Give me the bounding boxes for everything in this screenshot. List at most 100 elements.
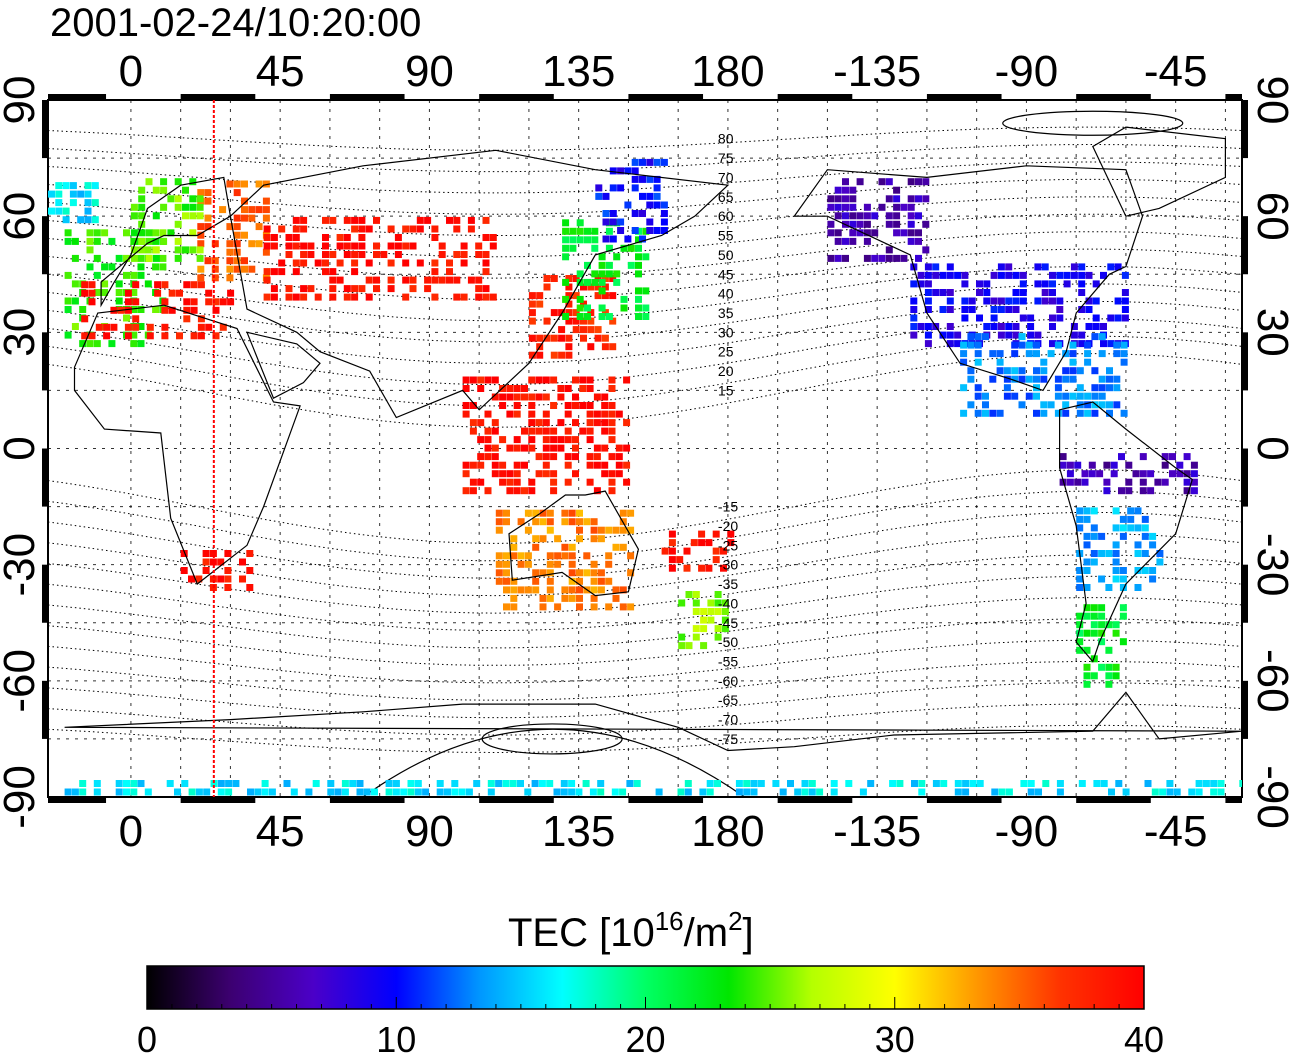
- tec-cell: [1156, 550, 1164, 557]
- left-lat-tick-label: 0: [0, 436, 44, 460]
- tec-cell: [373, 242, 380, 250]
- tec-cell: [946, 263, 954, 271]
- tec-cell: [144, 788, 152, 796]
- tec-cell: [409, 285, 417, 293]
- tec-cell: [241, 206, 248, 214]
- tec-cell: [542, 410, 550, 418]
- contour-label: -65: [718, 692, 738, 708]
- tec-cell: [1147, 470, 1155, 478]
- tec-cell: [586, 427, 594, 435]
- tec-cell: [84, 182, 92, 190]
- left-lat-tick-label: 60: [0, 192, 44, 241]
- tec-cell: [469, 478, 477, 486]
- tec-cell: [1041, 297, 1049, 305]
- tec-cell: [646, 227, 654, 234]
- tec-cell: [561, 552, 569, 560]
- tec-cell: [197, 189, 205, 197]
- tec-cell: [579, 402, 587, 409]
- tec-cell: [924, 306, 932, 313]
- tec-cell: [197, 223, 205, 231]
- bottom-lon-tick-label: -45: [1144, 807, 1208, 856]
- tec-cell: [827, 203, 835, 211]
- tec-cell: [576, 509, 583, 517]
- tec-cell: [197, 240, 205, 248]
- tec-cell: [863, 229, 871, 237]
- tec-cell: [1105, 621, 1113, 629]
- tec-cell: [1127, 515, 1135, 523]
- tec-cell: [924, 289, 932, 296]
- tec-cell: [609, 167, 617, 175]
- tec-cell: [196, 254, 204, 262]
- tec-cell: [593, 487, 601, 495]
- tec-cell: [1134, 550, 1142, 557]
- tec-cell: [568, 586, 576, 594]
- tec-cell: [990, 297, 998, 305]
- tec-cell: [627, 509, 635, 517]
- tec-cell: [1098, 401, 1106, 409]
- tec-cell: [539, 569, 547, 577]
- tec-cell: [487, 788, 495, 796]
- tec-cell: [615, 461, 623, 469]
- tec-cell: [1025, 392, 1033, 400]
- tec-cell: [631, 158, 639, 166]
- tec-cell: [623, 376, 631, 384]
- tec-cell: [528, 487, 536, 495]
- tec-cell: [255, 206, 263, 214]
- tec-cell: [205, 323, 213, 331]
- tec-cell: [601, 343, 609, 351]
- tec-cell: [329, 268, 337, 276]
- tec-cell: [627, 603, 635, 611]
- tec-cell: [351, 216, 359, 224]
- tec-cell: [351, 259, 359, 267]
- tec-cell: [705, 539, 713, 547]
- tec-cell: [351, 293, 359, 301]
- tec-cell: [1027, 314, 1035, 322]
- tec-cell: [241, 197, 248, 205]
- tec-cell: [189, 246, 197, 254]
- tec-cell: [572, 402, 579, 409]
- tec-cell: [983, 297, 991, 305]
- tec-cell: [227, 289, 235, 297]
- tec-cell: [462, 385, 470, 392]
- tec-cell: [343, 285, 351, 293]
- tec-cell: [1156, 558, 1164, 566]
- tec-cell: [248, 265, 256, 273]
- tec-cell: [568, 560, 576, 568]
- tec-cell: [462, 402, 470, 409]
- tec-cell: [568, 780, 576, 787]
- tec-cell: [1210, 780, 1218, 787]
- contour-line: [48, 724, 1242, 754]
- tec-cell: [224, 575, 232, 583]
- bottom-lon-tick-label: -135: [833, 807, 921, 856]
- tec-cell: [572, 275, 580, 282]
- tec-cell: [263, 268, 271, 276]
- tec-cell: [1217, 788, 1225, 796]
- tec-cell: [261, 780, 269, 787]
- tec-cell: [307, 251, 315, 258]
- tec-cell: [1176, 461, 1184, 469]
- tec-cell: [1083, 604, 1091, 612]
- tec-cell: [576, 313, 584, 320]
- tec-cell: [152, 306, 160, 313]
- contour-label: -55: [718, 653, 738, 669]
- tec-cell: [922, 178, 930, 186]
- tec-cell: [601, 402, 609, 409]
- tec-cell: [642, 304, 650, 312]
- tec-cell: [528, 419, 536, 427]
- tec-cell: [182, 212, 189, 220]
- tec-cell: [586, 410, 594, 418]
- tec-cell: [535, 376, 543, 384]
- tec-cell: [506, 385, 514, 392]
- tec-cell: [387, 285, 395, 293]
- tec-cell: [517, 552, 525, 560]
- tec-cell: [827, 195, 835, 203]
- tec-cell: [402, 259, 410, 267]
- tec-cell: [1019, 297, 1027, 305]
- tec-cell: [801, 780, 809, 787]
- tec-cell: [539, 594, 547, 602]
- tec-cell: [586, 376, 594, 384]
- coastline: [1059, 401, 1194, 663]
- tec-cell: [225, 788, 233, 796]
- tec-cell: [565, 317, 573, 325]
- tec-cell: [1078, 263, 1086, 271]
